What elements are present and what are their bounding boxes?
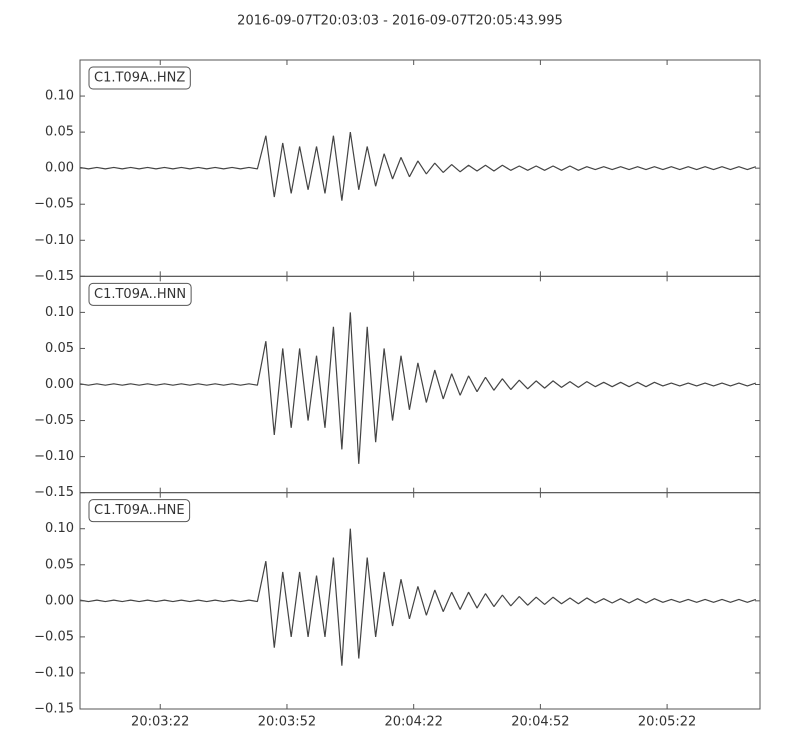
x-tick-label: 20:04:22 [384,715,442,730]
x-tick-label: 20:04:52 [511,715,569,730]
y-tick-label: 0.10 [45,89,74,104]
chart-title: 2016-09-07T20:03:03 - 2016-09-07T20:05:4… [237,14,563,29]
y-tick-label: 0.10 [45,305,74,320]
y-tick-label: −0.10 [34,233,74,248]
y-tick-label: −0.15 [34,702,74,717]
y-tick-label: −0.05 [34,413,74,428]
x-tick-label: 20:05:22 [638,715,696,730]
trace-label-box [88,66,191,90]
trace-label: C1.T09A..HNE [94,503,185,518]
y-tick-label: −0.15 [34,485,74,500]
trace-label-box [88,282,192,306]
y-tick-label: −0.10 [34,449,74,464]
waveform [79,528,756,666]
y-tick-label: 0.05 [45,557,74,572]
y-tick-label: 0.00 [45,377,74,392]
x-tick-label: 20:03:52 [258,715,316,730]
y-tick-label: 0.05 [45,341,74,356]
y-tick-label: −0.10 [34,665,74,680]
y-tick-label: 0.00 [45,161,74,176]
waveform [79,312,756,464]
y-tick-label: 0.05 [45,125,74,140]
y-tick-label: −0.05 [34,629,74,644]
waveform [79,132,756,201]
trace-label: C1.T09A..HNZ [94,71,185,86]
trace-label-box [88,499,191,523]
y-tick-label: 0.00 [45,593,74,608]
x-tick-label: 20:03:22 [131,715,189,730]
y-tick-label: 0.10 [45,521,74,536]
y-tick-label: −0.05 [34,197,74,212]
y-tick-label: −0.15 [34,269,74,284]
trace-label: C1.T09A..HNN [94,287,186,302]
